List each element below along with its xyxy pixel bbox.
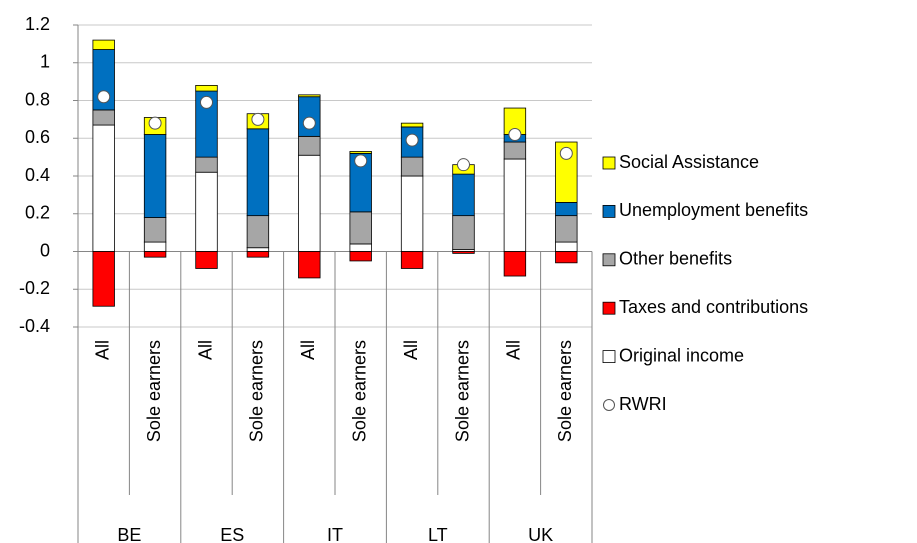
bar-segment bbox=[195, 156, 218, 173]
legend-label: Original income bbox=[619, 345, 744, 365]
bar-segment bbox=[92, 251, 115, 307]
group-label: UK bbox=[528, 525, 553, 543]
x-tick-label: All bbox=[401, 340, 421, 360]
x-tick-label: All bbox=[504, 340, 524, 360]
bar-segment bbox=[452, 251, 475, 254]
bar-segment bbox=[92, 39, 115, 50]
marker bbox=[354, 154, 368, 168]
marker bbox=[457, 158, 470, 172]
marker bbox=[148, 116, 162, 130]
bar-segment bbox=[143, 241, 167, 252]
y-tick-label: 0.4 bbox=[25, 165, 50, 185]
bar-segment bbox=[195, 85, 218, 92]
bar-segment bbox=[503, 158, 527, 252]
y-tick-label: 0 bbox=[40, 240, 50, 260]
bar-segment bbox=[92, 124, 115, 252]
bar-segment bbox=[143, 251, 167, 258]
x-tick-label: All bbox=[195, 340, 215, 360]
bar-segment bbox=[298, 94, 321, 98]
legend-marker bbox=[603, 399, 615, 411]
y-tick-label: -0.4 bbox=[19, 316, 50, 336]
legend-label: Taxes and contributions bbox=[619, 297, 808, 317]
legend-label: Social Assistance bbox=[619, 152, 759, 172]
x-tick-label: Sole earners bbox=[555, 340, 575, 442]
bar-segment bbox=[349, 251, 372, 262]
bar-segment bbox=[503, 251, 527, 277]
legend-swatch bbox=[602, 204, 616, 218]
y-tick-label: 1.2 bbox=[25, 14, 50, 34]
bar-segment bbox=[298, 135, 321, 156]
group-label: LT bbox=[428, 525, 448, 543]
bar-segment bbox=[555, 251, 578, 264]
legend-label: Unemployment benefits bbox=[619, 200, 808, 220]
bar-segment bbox=[452, 173, 475, 217]
y-tick-label: 0.6 bbox=[25, 127, 50, 147]
bar-segment bbox=[143, 134, 167, 218]
bar-segment bbox=[298, 96, 321, 137]
bar-segment bbox=[400, 175, 424, 252]
legend-swatch bbox=[602, 156, 616, 170]
bar-segment bbox=[400, 122, 424, 128]
x-tick-label: Sole earners bbox=[144, 340, 164, 442]
bar-segment bbox=[246, 251, 270, 258]
bar-segment bbox=[298, 251, 321, 279]
bar-segment bbox=[349, 211, 372, 245]
marker bbox=[302, 116, 316, 130]
bar-segment bbox=[246, 128, 270, 217]
bar-segment bbox=[555, 241, 578, 252]
bar-segment bbox=[246, 215, 270, 249]
bar-segment bbox=[349, 151, 372, 154]
bar-segment bbox=[400, 156, 424, 177]
marker bbox=[251, 112, 265, 126]
marker bbox=[200, 95, 213, 109]
y-tick-label: -0.2 bbox=[19, 278, 50, 298]
bar-segment bbox=[555, 141, 578, 203]
legend-swatch bbox=[602, 301, 616, 315]
y-tick-label: 0.8 bbox=[25, 89, 50, 109]
legend-label: RWRI bbox=[619, 394, 667, 414]
bar-segment bbox=[92, 109, 115, 126]
bar-segment bbox=[195, 251, 218, 269]
group-label: BE bbox=[117, 525, 141, 543]
x-tick-label: All bbox=[298, 340, 318, 360]
x-tick-label: Sole earners bbox=[452, 340, 472, 442]
bar-segment bbox=[503, 141, 527, 160]
marker bbox=[97, 90, 111, 104]
bar-segment bbox=[555, 202, 578, 217]
marker bbox=[559, 146, 573, 160]
legend-label: Other benefits bbox=[619, 249, 732, 269]
bar-segment bbox=[298, 154, 321, 252]
group-label: ES bbox=[220, 525, 244, 543]
bar-segment bbox=[400, 251, 424, 269]
group-label: IT bbox=[327, 525, 343, 543]
bar-segment bbox=[349, 243, 372, 252]
x-tick-label: Sole earners bbox=[247, 340, 267, 442]
x-tick-label: All bbox=[92, 340, 112, 360]
legend-swatch bbox=[602, 253, 616, 267]
legend-swatch bbox=[602, 350, 616, 364]
bar-segment bbox=[555, 215, 578, 243]
bar-segment bbox=[246, 247, 270, 252]
bar-segment bbox=[143, 217, 167, 243]
y-tick-label: 1 bbox=[40, 52, 50, 72]
marker bbox=[508, 127, 522, 141]
x-tick-label: Sole earners bbox=[349, 340, 369, 442]
bar-segment bbox=[195, 171, 218, 252]
marker bbox=[405, 133, 419, 147]
y-tick-label: 0.2 bbox=[25, 203, 50, 223]
bar-segment bbox=[452, 215, 475, 251]
